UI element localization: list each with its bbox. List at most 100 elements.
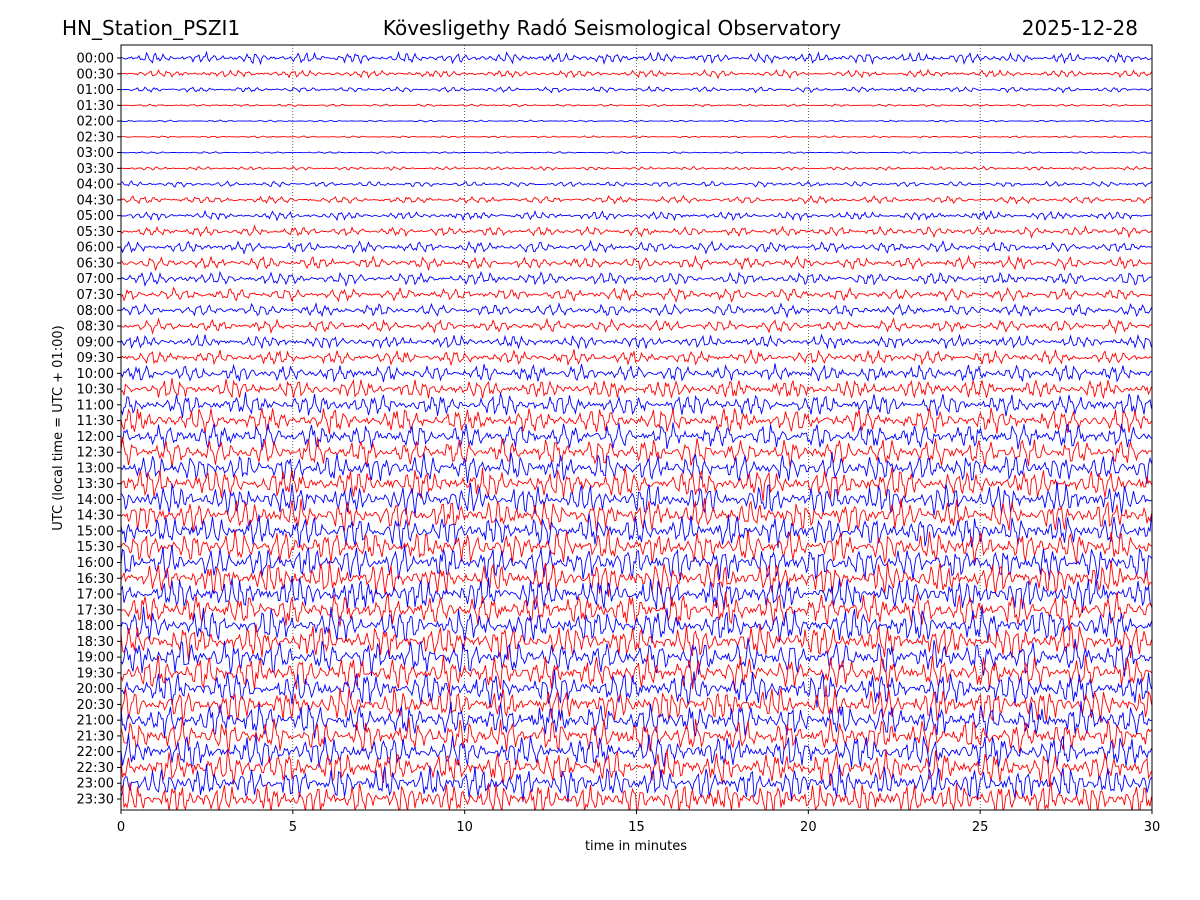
trace-14:00 bbox=[121, 481, 1152, 517]
y-tick-label: 23:00 bbox=[77, 777, 114, 792]
y-tick-label: 05:30 bbox=[77, 225, 114, 240]
y-tick-label: 11:00 bbox=[77, 398, 114, 413]
y-tick-label: 17:00 bbox=[77, 588, 114, 603]
y-tick-label: 22:00 bbox=[77, 745, 114, 760]
y-tick-label: 02:30 bbox=[77, 130, 114, 145]
trace-09:00 bbox=[121, 333, 1152, 351]
y-tick-label: 11:30 bbox=[77, 414, 114, 429]
trace-01:00 bbox=[121, 85, 1152, 94]
y-tick-label: 07:30 bbox=[77, 288, 114, 303]
trace-04:30 bbox=[121, 194, 1152, 205]
y-tick-label: 20:30 bbox=[77, 698, 114, 713]
trace-20:00 bbox=[121, 669, 1152, 708]
trace-21:30 bbox=[121, 716, 1152, 754]
y-tick-label: 23:30 bbox=[77, 793, 114, 808]
y-tick-label: 14:30 bbox=[77, 509, 114, 524]
y-tick-label: 00:00 bbox=[77, 52, 114, 67]
trace-02:00 bbox=[121, 119, 1152, 123]
trace-layer bbox=[121, 50, 1152, 810]
y-tick-label: 16:00 bbox=[77, 556, 114, 571]
y-tick-label: 10:00 bbox=[77, 367, 114, 382]
trace-03:00 bbox=[121, 151, 1152, 155]
y-tick-label: 16:30 bbox=[77, 572, 114, 587]
trace-06:00 bbox=[121, 239, 1152, 255]
trace-08:00 bbox=[121, 301, 1152, 319]
y-tick-label: 01:00 bbox=[77, 83, 114, 98]
trace-02:30 bbox=[121, 135, 1152, 139]
y-tick-label: 07:00 bbox=[77, 272, 114, 287]
trace-00:30 bbox=[121, 68, 1152, 80]
y-tick-label: 17:30 bbox=[77, 603, 114, 618]
trace-12:30 bbox=[121, 436, 1152, 468]
y-tick-label: 19:00 bbox=[77, 651, 114, 666]
y-tick-label: 21:00 bbox=[77, 714, 114, 729]
y-tick-label: 15:00 bbox=[77, 524, 114, 539]
trace-10:30 bbox=[121, 378, 1152, 400]
y-tick-label: 18:30 bbox=[77, 635, 114, 650]
x-axis-ticks: 0 5 10 15 20 25 30 bbox=[117, 810, 1160, 835]
trace-05:30 bbox=[121, 224, 1152, 239]
y-tick-label: 04:30 bbox=[77, 193, 114, 208]
trace-11:30 bbox=[121, 407, 1152, 435]
station-name: HN_Station_PSZI1 bbox=[62, 16, 241, 40]
x-tick-label: 20 bbox=[800, 820, 817, 835]
trace-11:00 bbox=[121, 392, 1152, 418]
x-tick-label: 5 bbox=[289, 820, 297, 835]
trace-13:30 bbox=[121, 467, 1152, 502]
y-tick-label: 05:00 bbox=[77, 209, 114, 224]
trace-10:00 bbox=[121, 363, 1152, 383]
y-tick-label: 02:00 bbox=[77, 115, 114, 130]
trace-06:30 bbox=[121, 254, 1152, 271]
y-tick-label: 14:00 bbox=[77, 493, 114, 508]
chart-title: Kövesligethy Radó Seismological Observat… bbox=[382, 16, 842, 40]
y-tick-label: 10:30 bbox=[77, 383, 114, 398]
x-tick-label: 0 bbox=[117, 820, 125, 835]
trace-07:30 bbox=[121, 286, 1152, 303]
y-tick-label: 13:00 bbox=[77, 461, 114, 476]
x-axis-label: time in minutes bbox=[585, 839, 687, 854]
trace-22:00 bbox=[121, 733, 1152, 768]
trace-00:00 bbox=[121, 50, 1152, 66]
y-tick-label: 08:00 bbox=[77, 304, 114, 319]
trace-09:30 bbox=[121, 349, 1152, 367]
x-tick-label: 25 bbox=[972, 820, 989, 835]
y-tick-label: 12:30 bbox=[77, 446, 114, 461]
y-tick-label: 22:30 bbox=[77, 761, 114, 776]
y-tick-label: 12:00 bbox=[77, 430, 114, 445]
trace-18:30 bbox=[121, 624, 1152, 661]
y-axis-label: UTC (local time = UTC + 01:00) bbox=[51, 325, 66, 530]
x-tick-label: 15 bbox=[628, 820, 645, 835]
y-tick-label: 15:30 bbox=[77, 540, 114, 555]
y-tick-label: 19:30 bbox=[77, 666, 114, 681]
y-tick-label: 00:30 bbox=[77, 67, 114, 82]
y-tick-label: 21:30 bbox=[77, 729, 114, 744]
trace-22:30 bbox=[121, 749, 1152, 786]
x-tick-label: 30 bbox=[1144, 820, 1161, 835]
trace-21:00 bbox=[121, 700, 1152, 739]
trace-17:00 bbox=[121, 576, 1152, 613]
trace-23:00 bbox=[121, 764, 1152, 803]
y-tick-label: 18:00 bbox=[77, 619, 114, 634]
trace-23:30 bbox=[121, 781, 1152, 810]
y-tick-label: 08:30 bbox=[77, 320, 114, 335]
trace-05:00 bbox=[121, 209, 1152, 222]
y-tick-label: 04:00 bbox=[77, 178, 114, 193]
trace-20:30 bbox=[121, 685, 1152, 723]
y-tick-label: 09:30 bbox=[77, 351, 114, 366]
trace-04:00 bbox=[121, 180, 1152, 188]
trace-16:00 bbox=[121, 544, 1152, 581]
y-tick-label: 20:00 bbox=[77, 682, 114, 697]
y-tick-label: 13:30 bbox=[77, 477, 114, 492]
y-tick-label: 01:30 bbox=[77, 99, 114, 114]
y-tick-label: 03:00 bbox=[77, 146, 114, 161]
trace-08:30 bbox=[121, 317, 1152, 335]
x-tick-label: 10 bbox=[456, 820, 473, 835]
trace-19:00 bbox=[121, 637, 1152, 677]
trace-15:30 bbox=[121, 529, 1152, 564]
trace-14:30 bbox=[121, 497, 1152, 533]
y-tick-label: 09:00 bbox=[77, 335, 114, 350]
y-tick-label: 06:30 bbox=[77, 256, 114, 271]
trace-18:00 bbox=[121, 606, 1152, 644]
y-axis-ticks: 00:0000:3001:0001:3002:0002:3003:0003:30… bbox=[77, 52, 121, 808]
